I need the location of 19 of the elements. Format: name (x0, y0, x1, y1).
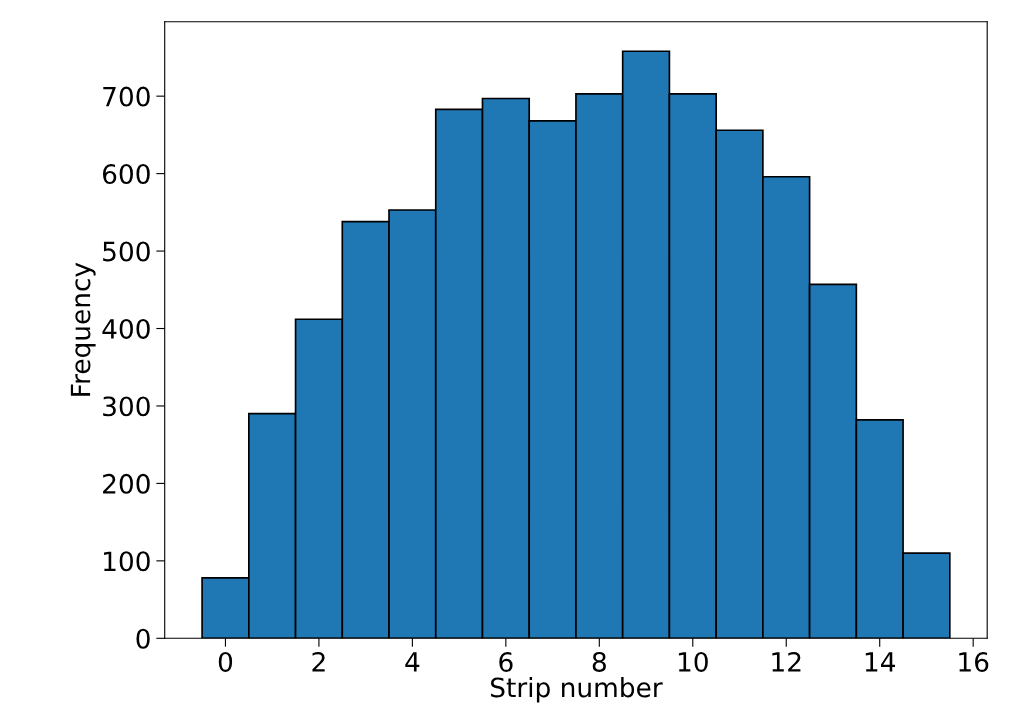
x-tick-label: 0 (218, 651, 233, 672)
x-tick-label: 6 (499, 651, 513, 672)
x-tick-label: 16 (959, 651, 989, 672)
y-tick-label: 700 (103, 86, 150, 107)
y-tick-label: 500 (103, 241, 150, 262)
y-tick-label: 0 (136, 628, 150, 649)
x-tick-label: 8 (592, 651, 606, 672)
x-tick-label: 2 (312, 651, 325, 672)
y-tick-label: 600 (102, 164, 150, 185)
x-tick-label: 14 (865, 652, 896, 672)
x-axis-title: Strip number (490, 677, 663, 703)
x-tick-label: 10 (678, 651, 708, 672)
x-tick-label: 4 (405, 652, 420, 672)
x-tick-label: 12 (772, 651, 801, 672)
y-axis-title: Frequency (70, 262, 96, 396)
y-tick-label: 200 (103, 473, 150, 494)
y-tick-label: 100 (104, 551, 150, 572)
y-tick-label: 300 (103, 396, 150, 417)
y-tick-label: 400 (102, 318, 150, 339)
